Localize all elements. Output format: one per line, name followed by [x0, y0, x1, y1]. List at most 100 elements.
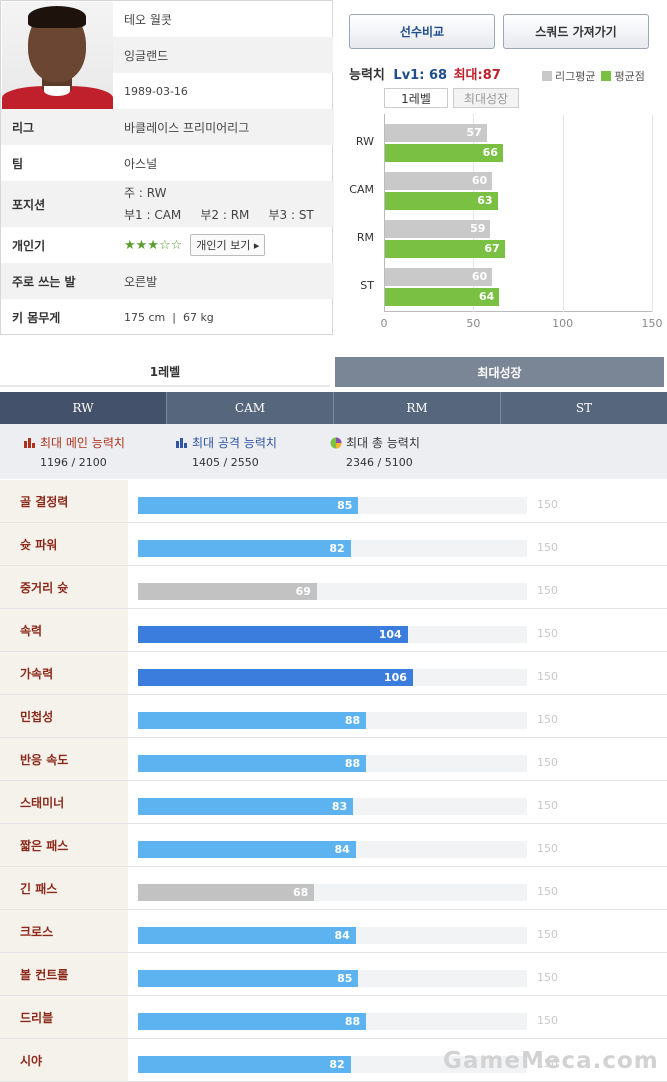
stat-max: 150 — [537, 971, 558, 984]
ability-header: 능력치 Lv1: 68 최대:87 — [349, 64, 501, 83]
stat-name: 골 결정력 — [0, 480, 128, 522]
stat-name: 중거리 슛 — [0, 566, 128, 608]
stat-max: 150 — [537, 627, 558, 640]
stat-name: 민첩성 — [0, 695, 128, 737]
stat-name: 시야 — [0, 1039, 128, 1081]
chart-category-label: RW — [355, 135, 374, 148]
chart-category-label: ST — [360, 279, 374, 292]
stat-row: 반응 속도 88 150 — [0, 738, 667, 781]
stat-max: 150 — [537, 1057, 558, 1070]
ability-max: 최대:87 — [453, 68, 501, 83]
player-photo — [2, 2, 113, 109]
summary-main-value: 1196 / 2100 — [40, 456, 107, 469]
chart-legend: 리그평균 평균점 — [542, 68, 645, 84]
stat-bar: 106 — [138, 669, 413, 686]
stat-track: 88 — [138, 1013, 527, 1030]
stat-max: 150 — [537, 541, 558, 554]
stat-row: 슛 파워 82 150 — [0, 523, 667, 566]
tab-max-growth[interactable]: 최대성장 — [335, 357, 664, 387]
foot-label: 주로 쓰는 발 — [12, 274, 76, 289]
avg-score-bar: 66 — [385, 144, 503, 162]
chart-tick-label: 50 — [466, 317, 481, 330]
stat-row: 민첩성 88 150 — [0, 695, 667, 738]
stat-track: 88 — [138, 755, 527, 772]
stat-name: 스태미너 — [0, 781, 128, 823]
league-legend-swatch — [542, 71, 552, 81]
avg-score-bar: 63 — [385, 192, 498, 210]
stat-track: 85 — [138, 497, 527, 514]
league-avg-bar: 57 — [385, 124, 487, 142]
summary-attack: 최대 공격 능력치 1405 / 2550 — [176, 434, 277, 469]
stat-track: 88 — [138, 712, 527, 729]
stat-name: 볼 컨트롤 — [0, 953, 128, 995]
take-squad-button[interactable]: 스쿼드 가져가기 — [503, 14, 649, 49]
player-name: 테오 월콧 — [124, 12, 172, 27]
stat-name: 속력 — [0, 609, 128, 651]
stat-bar: 84 — [138, 927, 356, 944]
league-avg-bar: 60 — [385, 172, 493, 190]
stat-bar: 104 — [138, 626, 408, 643]
avg-legend-label: 평균점 — [614, 70, 645, 83]
tab-level1[interactable]: 1레벨 — [0, 357, 330, 387]
stat-row: 볼 컨트롤 85 150 — [0, 953, 667, 996]
position-tabs: RW CAM RM ST — [0, 392, 667, 424]
chart-tab-max[interactable]: 최대성장 — [453, 88, 519, 108]
ability-summary: 최대 메인 능력치 1196 / 2100 최대 공격 능력치 1405 / 2… — [0, 424, 667, 479]
stat-bar: 88 — [138, 712, 367, 729]
skill-stars: ★★★☆☆ — [124, 237, 183, 253]
stat-name: 긴 패스 — [0, 867, 128, 909]
chart-gridline — [562, 114, 564, 312]
position-ability-chart: 57 66 60 63 59 67 60 64 — [384, 114, 653, 312]
summary-attack-value: 1405 / 2550 — [192, 456, 259, 469]
player-profile: 테오 월콧 잉글랜드 1989-03-16 리그 바클레이스 프리미어리그 팀 … — [0, 0, 334, 335]
skill-value: ★★★☆☆ 개인기 보기 ▸ — [113, 227, 334, 263]
position-tab-cam[interactable]: CAM — [167, 392, 334, 424]
bar-chart-icon — [176, 438, 187, 448]
stat-bar: 82 — [138, 540, 351, 557]
position-tab-st[interactable]: ST — [575, 401, 593, 415]
chart-tick-label: 100 — [552, 317, 574, 330]
stat-bar: 82 — [138, 1056, 351, 1073]
main-position: 주 : RW — [124, 186, 167, 200]
stat-track: 69 — [138, 583, 527, 600]
pie-chart-icon — [330, 437, 342, 448]
stat-max: 150 — [537, 713, 558, 726]
body-label: 키 몸무게 — [12, 310, 61, 325]
stat-row: 짧은 패스 84 150 — [0, 824, 667, 867]
ability-label: 능력치 — [349, 68, 385, 83]
chart-category-label: RM — [356, 231, 374, 244]
stat-name: 가속력 — [0, 652, 128, 694]
player-birth: 1989-03-16 — [124, 84, 188, 98]
summary-attack-title: 최대 공격 능력치 — [192, 436, 277, 450]
position-tab-rw[interactable]: RW — [0, 392, 167, 424]
stat-track: 84 — [138, 927, 527, 944]
chart-gridline — [652, 114, 653, 312]
stat-track: 68 — [138, 884, 527, 901]
ability-lv1: Lv1: 68 — [393, 68, 448, 83]
stat-row: 중거리 슛 69 150 — [0, 566, 667, 609]
compare-player-button[interactable]: 선수비교 — [349, 14, 495, 49]
position-tab-rm[interactable]: RM — [334, 392, 501, 424]
stat-track: 82 — [138, 540, 527, 557]
summary-total-value: 2346 / 5100 — [346, 456, 413, 469]
stat-bar: 88 — [138, 755, 367, 772]
stat-bar: 69 — [138, 583, 317, 600]
bar-chart-icon — [24, 438, 35, 448]
stat-bar: 88 — [138, 1013, 367, 1030]
stat-track: 104 — [138, 626, 527, 643]
stat-max: 150 — [537, 756, 558, 769]
skill-label: 개인기 — [12, 238, 46, 253]
stat-name: 짧은 패스 — [0, 824, 128, 866]
summary-main: 최대 메인 능력치 1196 / 2100 — [24, 434, 125, 469]
stat-max: 150 — [537, 584, 558, 597]
stat-track: 82 — [138, 1056, 527, 1073]
stat-row: 크로스 84 150 — [0, 910, 667, 953]
chart-tick-label: 0 — [380, 317, 388, 330]
league-legend-label: 리그평균 — [555, 70, 596, 83]
chart-tab-lv1[interactable]: 1레벨 — [384, 88, 448, 108]
stat-max: 150 — [537, 1014, 558, 1027]
team-value: 아스널 — [124, 156, 158, 171]
stat-name: 슛 파워 — [0, 523, 128, 565]
stat-bar: 85 — [138, 497, 359, 514]
skill-view-button[interactable]: 개인기 보기 ▸ — [190, 234, 266, 256]
